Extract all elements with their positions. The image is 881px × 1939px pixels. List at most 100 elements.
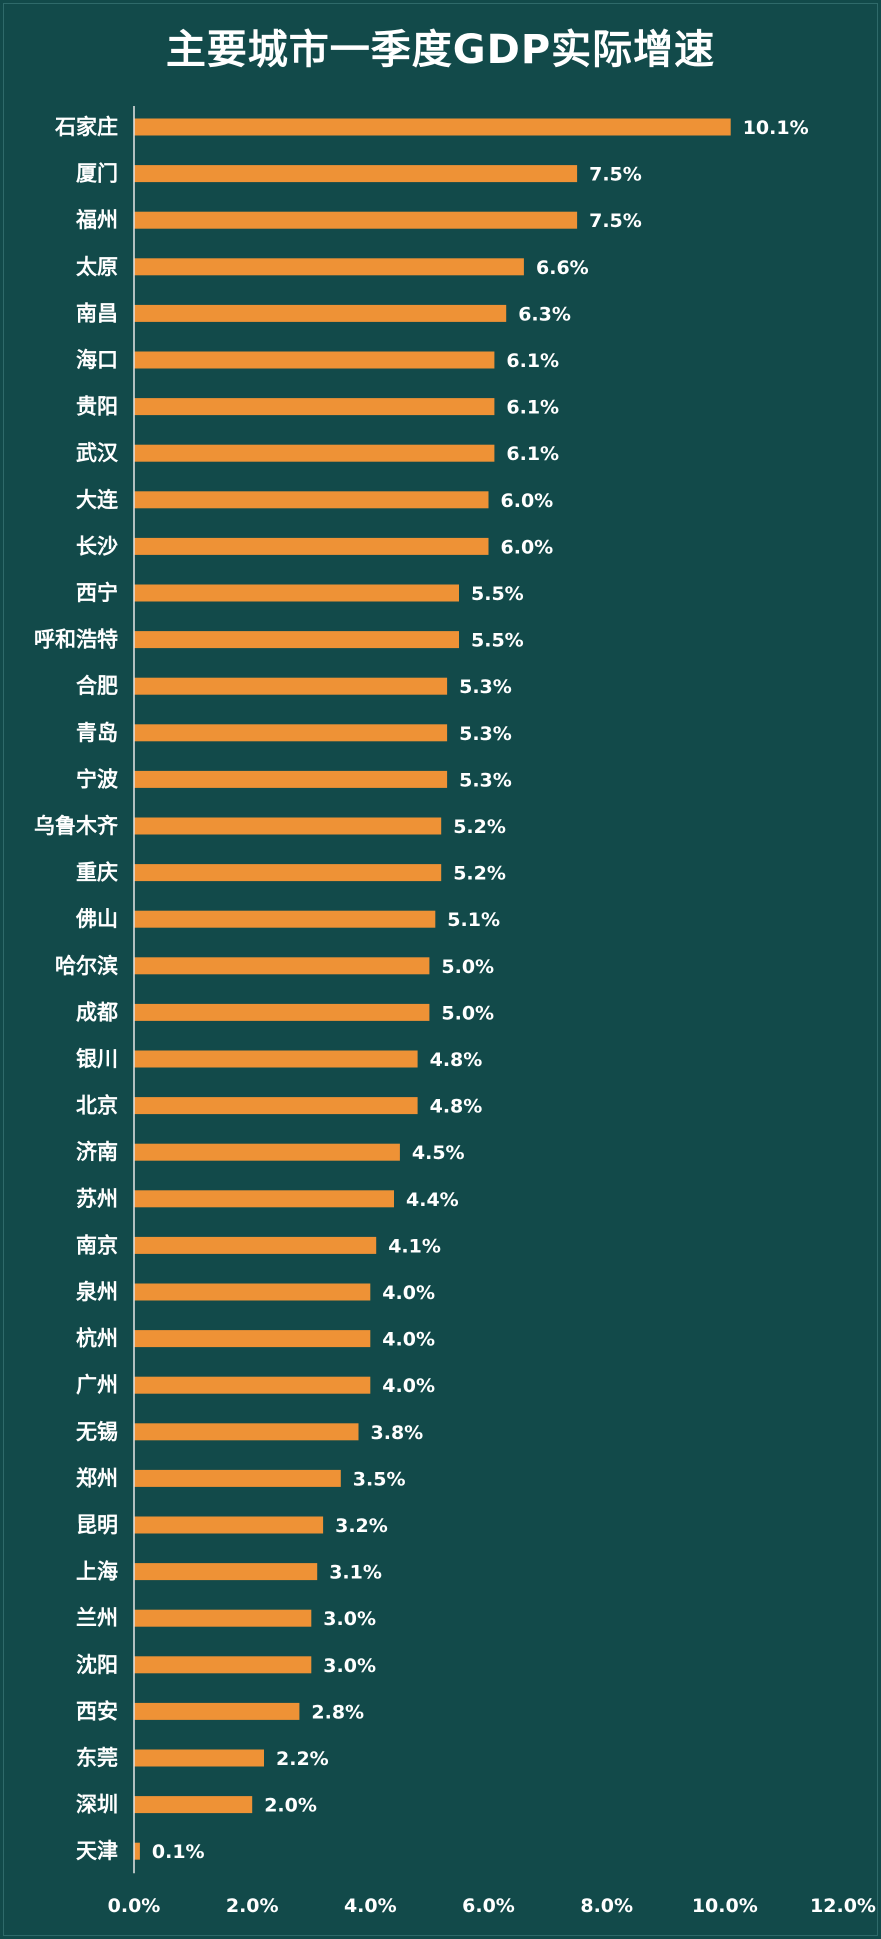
- bar: [134, 258, 524, 276]
- bar: [134, 724, 448, 742]
- category-label: 南昌: [76, 301, 118, 325]
- category-label: 佛山: [75, 907, 118, 931]
- data-label: 3.0%: [323, 1608, 376, 1630]
- data-label: 6.6%: [536, 257, 589, 279]
- category-label: 郑州: [76, 1466, 118, 1490]
- category-label: 泉州: [76, 1280, 118, 1304]
- bar: [134, 1656, 312, 1674]
- category-label: 济南: [76, 1140, 118, 1164]
- bar: [134, 1236, 377, 1254]
- bar: [134, 1796, 253, 1814]
- x-tick-label: 0.0%: [108, 1895, 161, 1917]
- category-label: 西宁: [76, 581, 118, 605]
- category-label: 昆明: [76, 1513, 118, 1537]
- data-label: 3.0%: [323, 1655, 376, 1677]
- data-label: 5.3%: [459, 769, 512, 791]
- bar: [134, 491, 489, 509]
- data-label: 5.3%: [459, 723, 512, 745]
- data-label: 6.0%: [501, 536, 554, 558]
- data-label: 5.5%: [471, 583, 524, 605]
- x-tick-label: 2.0%: [226, 1895, 279, 1917]
- data-label: 4.8%: [430, 1096, 483, 1118]
- data-label: 2.2%: [276, 1748, 329, 1770]
- data-label: 0.1%: [152, 1841, 205, 1863]
- category-label: 深圳: [76, 1793, 118, 1817]
- category-label: 南京: [76, 1233, 118, 1257]
- bar: [134, 1190, 394, 1208]
- bar: [134, 1842, 140, 1860]
- bar: [134, 444, 495, 462]
- bar: [134, 910, 436, 928]
- x-tick-label: 6.0%: [462, 1895, 515, 1917]
- bar: [134, 1702, 300, 1720]
- bar: [134, 957, 430, 975]
- data-label: 5.0%: [441, 956, 494, 978]
- data-label: 4.8%: [430, 1049, 483, 1071]
- bar: [134, 118, 731, 136]
- data-label: 3.2%: [335, 1515, 388, 1537]
- x-tick-label: 12.0%: [810, 1895, 876, 1917]
- chart-title: 主要城市一季度GDP实际增速: [165, 27, 716, 73]
- data-label: 6.3%: [518, 303, 571, 325]
- category-label: 成都: [76, 1000, 118, 1024]
- bar: [134, 631, 459, 649]
- bar: [134, 1097, 418, 1115]
- data-label: 5.1%: [447, 909, 500, 931]
- bar: [134, 1050, 418, 1068]
- category-label: 兰州: [76, 1606, 118, 1630]
- data-label: 6.0%: [501, 490, 554, 512]
- category-label: 哈尔滨: [55, 954, 118, 978]
- data-label: 2.0%: [264, 1795, 317, 1817]
- category-label: 贵阳: [76, 395, 118, 419]
- data-label: 4.0%: [382, 1375, 435, 1397]
- bar: [134, 351, 495, 369]
- data-label: 2.8%: [311, 1701, 364, 1723]
- bar: [134, 1609, 312, 1627]
- category-label: 合肥: [76, 674, 118, 698]
- bar: [134, 864, 442, 882]
- bar: [134, 677, 448, 695]
- data-label: 3.8%: [371, 1422, 424, 1444]
- category-label: 福州: [75, 208, 118, 232]
- bar: [134, 304, 507, 322]
- bar: [134, 1469, 341, 1487]
- bar: [134, 1283, 371, 1301]
- bar: [134, 1003, 430, 1021]
- category-label: 石家庄: [54, 115, 118, 139]
- category-label: 青岛: [76, 721, 118, 745]
- category-label: 长沙: [76, 534, 118, 558]
- category-label: 武汉: [76, 441, 119, 465]
- data-label: 4.4%: [406, 1189, 459, 1211]
- bar: [134, 1749, 264, 1767]
- data-label: 5.0%: [441, 1002, 494, 1024]
- data-label: 5.5%: [471, 630, 524, 652]
- category-label: 乌鲁木齐: [34, 814, 119, 838]
- x-tick-label: 4.0%: [344, 1895, 397, 1917]
- data-label: 4.0%: [382, 1282, 435, 1304]
- data-label: 4.5%: [412, 1142, 465, 1164]
- data-label: 4.0%: [382, 1329, 435, 1351]
- category-label: 厦门: [76, 162, 118, 186]
- bar: [134, 770, 448, 788]
- data-label: 5.2%: [453, 863, 506, 885]
- category-label: 呼和浩特: [34, 628, 118, 652]
- category-label: 沈阳: [76, 1653, 118, 1677]
- category-label: 杭州: [76, 1327, 118, 1351]
- data-label: 6.1%: [506, 350, 559, 372]
- bar: [134, 537, 489, 555]
- x-tick-label: 10.0%: [692, 1895, 758, 1917]
- category-label: 西安: [76, 1699, 118, 1723]
- data-label: 5.2%: [453, 816, 506, 838]
- category-label: 银川: [76, 1047, 118, 1071]
- bar: [134, 1376, 371, 1394]
- data-label: 3.5%: [353, 1468, 406, 1490]
- category-label: 无锡: [76, 1420, 118, 1444]
- data-label: 7.5%: [589, 164, 642, 186]
- bar: [134, 1516, 324, 1534]
- bar: [134, 817, 442, 835]
- bar: [134, 165, 578, 183]
- bar: [134, 211, 578, 229]
- bar: [134, 584, 459, 602]
